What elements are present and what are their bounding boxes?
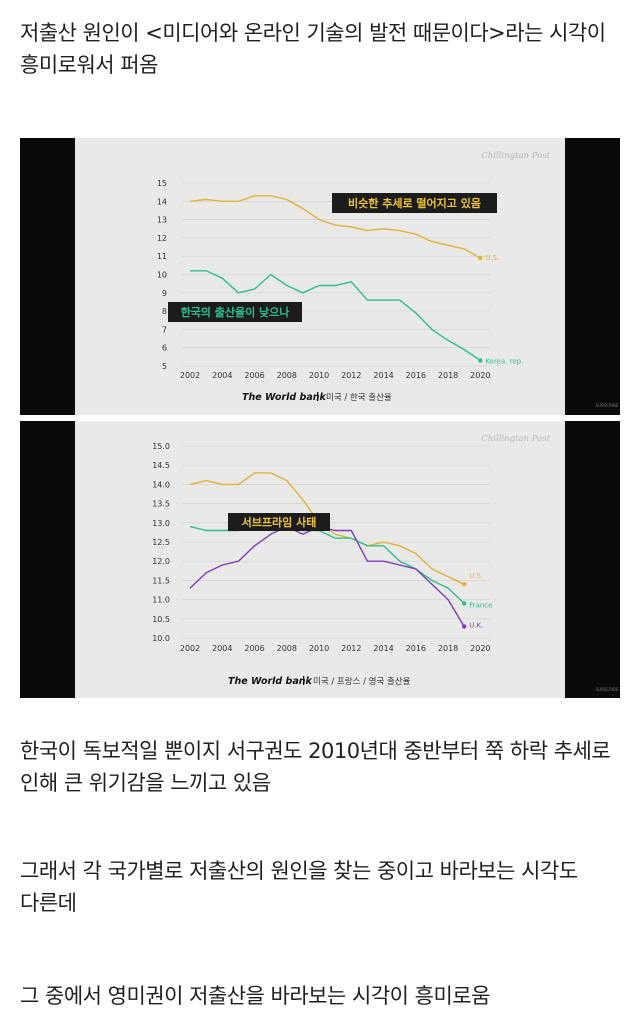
chart-screen: [75, 138, 565, 415]
y-tick-label: 8: [162, 307, 167, 316]
series-label: U.S.: [485, 254, 499, 262]
us-korea-fertility-chart: Chillingtan Post SUBSCRIBE 5 6 7 8 9 10 11 12 13 14…: [157, 151, 619, 408]
watermark-text: Chillingtan Post: [481, 434, 550, 444]
subscribe-label: SUBSCRIBE: [596, 403, 619, 408]
source-label: The World bank: [242, 392, 327, 403]
series-end-point: [461, 582, 467, 587]
x-tick-label: 2008: [277, 371, 297, 380]
y-tick-label: 11.5: [152, 576, 170, 585]
y-tick-label: 14: [157, 197, 167, 206]
x-tick-label: 2020: [470, 644, 490, 653]
y-tick-label: 15.0: [152, 442, 170, 451]
chart-video-2[interactable]: Chillingtan Post SUBSCRIBE 10.0 10.5 11.0 11.…: [20, 421, 620, 698]
annotation-box: [332, 193, 497, 213]
y-tick-label: 5: [162, 362, 167, 371]
x-tick-label: 2018: [438, 371, 458, 380]
x-tick-label: 2002: [180, 644, 200, 653]
x-tick-label: 2020: [470, 371, 490, 380]
x-tick-label: 2004: [212, 644, 232, 653]
x-tick-label: 2014: [373, 644, 393, 653]
x-tick-label: 2002: [180, 371, 200, 380]
y-tick-label: 10: [157, 271, 167, 280]
x-tick-label: 2016: [406, 371, 426, 380]
x-tick-label: 2014: [373, 371, 393, 380]
footer-separator: [317, 392, 319, 401]
chart-screen: [75, 421, 565, 698]
series-label: U.S.: [469, 572, 483, 580]
series-end-point: [478, 358, 483, 363]
y-tick-label: 12.5: [152, 538, 170, 547]
x-tick-label: 2004: [212, 371, 232, 380]
y-tick-label: 6: [162, 344, 167, 353]
subscribe-label: SUBSCRIBE: [596, 687, 619, 692]
annotation-text: 서브프라임 사태: [242, 515, 317, 529]
paragraph-1: 한국이 독보적일 뿐이지 서구권도 2010년대 중반부터 쭉 하락 추세로 인…: [20, 739, 611, 795]
y-tick-label: 11.0: [152, 596, 170, 605]
y-tick-label: 15: [157, 179, 167, 188]
y-tick-label: 9: [162, 289, 167, 298]
series-end-point: [478, 255, 483, 261]
x-tick-label: 2012: [341, 644, 361, 653]
y-tick-label: 7: [162, 325, 167, 334]
y-tick-label: 10.5: [152, 615, 170, 624]
y-tick-label: 12.0: [152, 557, 170, 566]
annotation-box: [168, 302, 302, 322]
series-end-point: [461, 601, 467, 606]
y-tick-label: 12: [157, 234, 167, 243]
annotation-box: [228, 513, 330, 531]
series-line: [190, 195, 481, 259]
y-tick-label: 13.0: [152, 519, 170, 528]
series-label: France: [469, 601, 492, 609]
x-tick-label: 2012: [341, 371, 361, 380]
y-tick-label: 11: [157, 252, 167, 261]
paragraph-2: 그래서 각 국가별로 저출산의 원인을 찾는 중이고 바라보는 시각도 다른데: [20, 859, 578, 915]
series-label: U.K.: [469, 621, 483, 629]
y-tick-label: 13.5: [152, 500, 170, 509]
x-tick-label: 2006: [244, 371, 264, 380]
us-france-uk-fertility-chart: Chillingtan Post SUBSCRIBE 10.0 10.5 11.0 11.…: [152, 434, 619, 692]
annotation-text: 비슷한 추세로 떨어지고 있음: [348, 196, 481, 210]
x-tick-label: 2010: [309, 644, 329, 653]
intro-text: 저출산 원인이 <미디어와 온라인 기술의 발전 때문이다>라는 시각이 흥미로…: [20, 21, 606, 77]
x-tick-label: 2008: [277, 644, 297, 653]
y-tick-label: 13: [157, 216, 167, 225]
x-tick-label: 2006: [244, 644, 264, 653]
source-label: The World bank: [228, 676, 313, 687]
paragraph-3: 그 중에서 영미권이 저출산을 바라보는 시각이 흥미로움: [20, 984, 490, 1008]
chart-video-1[interactable]: Chillingtan Post SUBSCRIBE 5 6 7 8 9 10 11 12 13 14…: [20, 138, 620, 415]
footer-separator: [303, 676, 305, 685]
chart-caption: 미국 / 한국 출산율: [326, 392, 392, 403]
series-end-point: [461, 624, 467, 629]
y-tick-label: 10.0: [152, 634, 170, 643]
annotation-text: 한국의 출산율이 낮으나: [181, 305, 290, 319]
x-tick-label: 2010: [309, 371, 329, 380]
x-tick-label: 2018: [438, 644, 458, 653]
y-tick-label: 14.0: [152, 480, 170, 489]
series-label: Korea. rep.: [485, 358, 523, 366]
watermark-text: Chillingtan Post: [481, 151, 550, 161]
y-tick-label: 14.5: [152, 461, 170, 470]
chart-caption: 미국 / 프랑스 / 영국 출산율: [313, 676, 411, 687]
series-line: [190, 270, 481, 362]
series-line: [189, 525, 465, 627]
x-tick-label: 2016: [406, 644, 426, 653]
